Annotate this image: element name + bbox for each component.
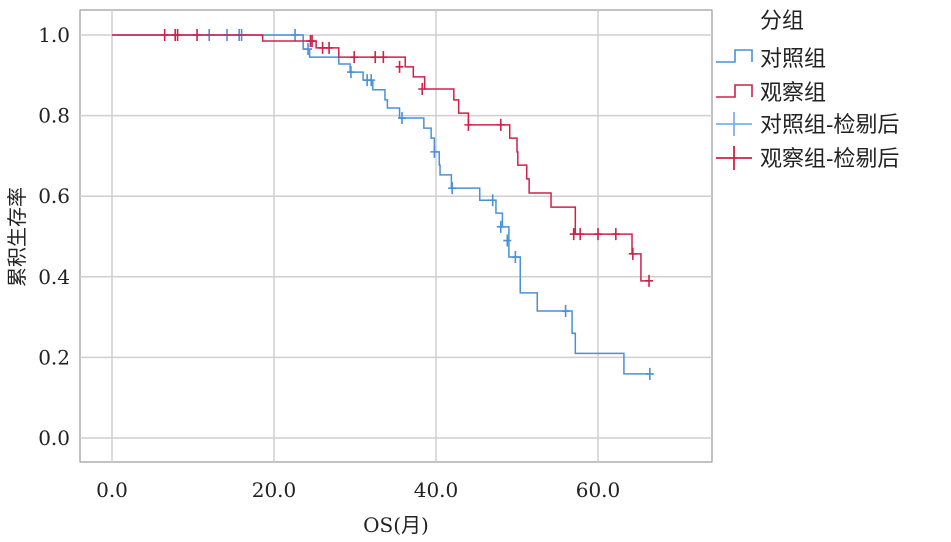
- censor-mark: [430, 145, 439, 158]
- x-tick-label: 20.0: [252, 478, 297, 502]
- series-group: [112, 29, 654, 380]
- legend-label-observe-censored: 观察组-检剔后: [760, 147, 899, 172]
- censor-mark: [576, 228, 585, 241]
- legend-label-observe: 观察组: [760, 81, 826, 106]
- y-tick-label: 0.0: [38, 426, 70, 450]
- legend-step-observe: [716, 84, 753, 98]
- y-axis-label: 累积生存率: [5, 187, 29, 287]
- censor-mark: [464, 118, 473, 131]
- censor-mark: [645, 367, 654, 380]
- censor-mark: [397, 112, 406, 125]
- y-tick-label: 0.2: [38, 345, 70, 369]
- censor-mark: [308, 35, 317, 48]
- censor-mark: [291, 29, 300, 41]
- x-tick-label: 60.0: [576, 478, 621, 502]
- censor-mark: [173, 29, 182, 41]
- censor-mark: [511, 251, 520, 264]
- legend-label-control: 对照组: [760, 47, 826, 72]
- y-tick-label: 0.4: [38, 265, 70, 289]
- legend: 分组 对照组 观察组 对照组-检剔后 观察组-检剔后: [716, 9, 899, 172]
- grid: [80, 10, 712, 462]
- censor-mark: [325, 41, 334, 54]
- x-tick-label: 40.0: [414, 478, 459, 502]
- survival-curve-observe: [112, 34, 650, 282]
- legend-label-control-censored: 对照组-检剔后: [760, 113, 899, 138]
- censor-mark: [645, 274, 654, 287]
- y-tick-label: 0.8: [38, 104, 70, 128]
- censor-mark: [628, 247, 637, 260]
- censor-mark: [193, 29, 202, 41]
- x-axis-label: OS(月): [363, 513, 429, 537]
- censor-mark: [395, 60, 404, 73]
- censor-mark: [160, 29, 169, 41]
- legend-step-control: [716, 49, 753, 63]
- y-tick-label: 0.6: [38, 184, 70, 208]
- censor-mark: [367, 74, 376, 87]
- legend-title: 分组: [760, 9, 804, 34]
- censor-mark: [448, 182, 457, 195]
- censor-mark: [561, 305, 570, 318]
- censor-mark: [304, 43, 313, 56]
- censor-mark: [379, 51, 388, 64]
- x-tick-label: 0.0: [96, 478, 128, 502]
- censor-mark: [496, 220, 505, 233]
- legend-censor-control-icon: [716, 112, 752, 136]
- censor-mark: [350, 51, 359, 64]
- censor-mark: [346, 66, 355, 79]
- censor-mark: [488, 194, 497, 207]
- censor-mark: [371, 51, 380, 64]
- legend-censor-observe-icon: [716, 146, 752, 170]
- plot-area: [79, 9, 713, 463]
- tick-labels: 0.0 20.0 40.0 60.0 0.0 0.2 0.4 0.6 0.8 1…: [38, 23, 620, 502]
- censor-mark: [418, 83, 427, 96]
- censor-mark: [496, 118, 505, 131]
- censor-mark: [503, 234, 512, 247]
- y-tick-label: 1.0: [38, 23, 70, 47]
- censor-mark: [611, 228, 620, 241]
- censor-mark: [594, 228, 602, 241]
